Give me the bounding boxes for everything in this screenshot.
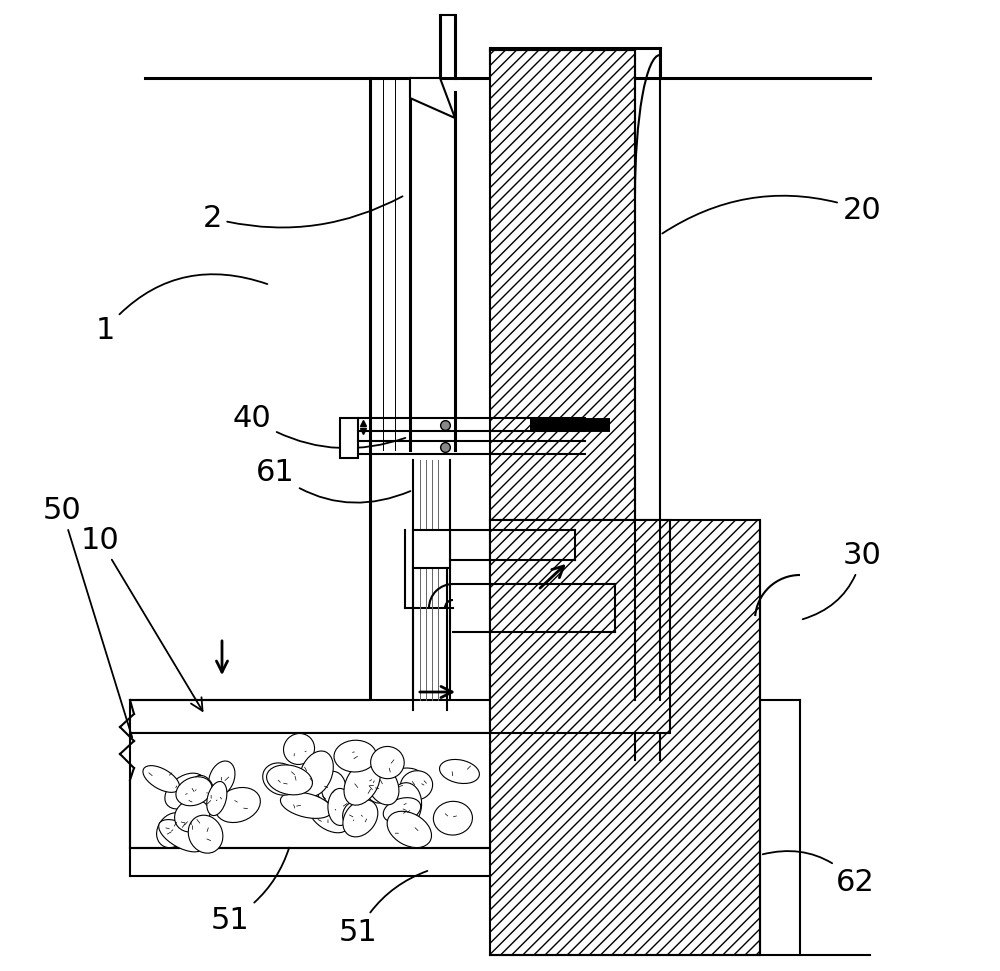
Ellipse shape bbox=[440, 759, 479, 784]
Text: 50: 50 bbox=[43, 495, 132, 737]
Ellipse shape bbox=[188, 776, 215, 818]
Ellipse shape bbox=[388, 783, 422, 828]
Text: 51: 51 bbox=[211, 848, 289, 934]
Ellipse shape bbox=[159, 820, 204, 852]
Text: 62: 62 bbox=[763, 851, 874, 896]
Text: 40: 40 bbox=[233, 404, 405, 449]
Bar bbox=[413, 530, 450, 568]
Bar bbox=[490, 520, 670, 733]
Ellipse shape bbox=[321, 771, 346, 805]
Text: 30: 30 bbox=[803, 541, 881, 619]
Ellipse shape bbox=[188, 816, 223, 854]
Ellipse shape bbox=[309, 800, 349, 833]
Ellipse shape bbox=[376, 768, 425, 802]
Ellipse shape bbox=[263, 763, 300, 795]
Ellipse shape bbox=[334, 740, 376, 772]
Ellipse shape bbox=[343, 801, 371, 831]
Ellipse shape bbox=[347, 762, 385, 807]
Ellipse shape bbox=[344, 761, 380, 805]
Ellipse shape bbox=[371, 747, 404, 779]
Bar bbox=[340, 418, 358, 458]
Text: 20: 20 bbox=[662, 195, 881, 233]
Text: 51: 51 bbox=[339, 871, 427, 947]
Ellipse shape bbox=[362, 768, 388, 803]
Ellipse shape bbox=[187, 778, 221, 821]
Text: 61: 61 bbox=[256, 457, 410, 503]
Ellipse shape bbox=[328, 788, 352, 825]
Ellipse shape bbox=[383, 797, 421, 822]
Ellipse shape bbox=[175, 799, 210, 832]
Bar bbox=[490, 520, 760, 955]
Ellipse shape bbox=[157, 813, 189, 848]
Ellipse shape bbox=[176, 809, 210, 831]
Ellipse shape bbox=[165, 773, 206, 809]
Ellipse shape bbox=[400, 771, 433, 800]
Ellipse shape bbox=[215, 787, 260, 822]
Ellipse shape bbox=[299, 751, 333, 796]
Bar bbox=[490, 50, 635, 520]
Text: 1: 1 bbox=[95, 274, 267, 345]
Polygon shape bbox=[410, 78, 455, 118]
Ellipse shape bbox=[318, 779, 337, 813]
Bar bbox=[130, 733, 490, 848]
Ellipse shape bbox=[143, 766, 180, 792]
Ellipse shape bbox=[176, 777, 212, 806]
Ellipse shape bbox=[387, 812, 432, 848]
Ellipse shape bbox=[343, 799, 378, 837]
Text: 10: 10 bbox=[81, 525, 203, 711]
Ellipse shape bbox=[280, 792, 332, 819]
Bar bbox=[130, 700, 490, 733]
Text: 2: 2 bbox=[202, 196, 403, 232]
Ellipse shape bbox=[284, 733, 315, 764]
Ellipse shape bbox=[207, 782, 227, 816]
Ellipse shape bbox=[188, 809, 215, 850]
Ellipse shape bbox=[267, 765, 312, 795]
Ellipse shape bbox=[433, 801, 472, 835]
Ellipse shape bbox=[366, 764, 399, 805]
Ellipse shape bbox=[209, 761, 235, 796]
